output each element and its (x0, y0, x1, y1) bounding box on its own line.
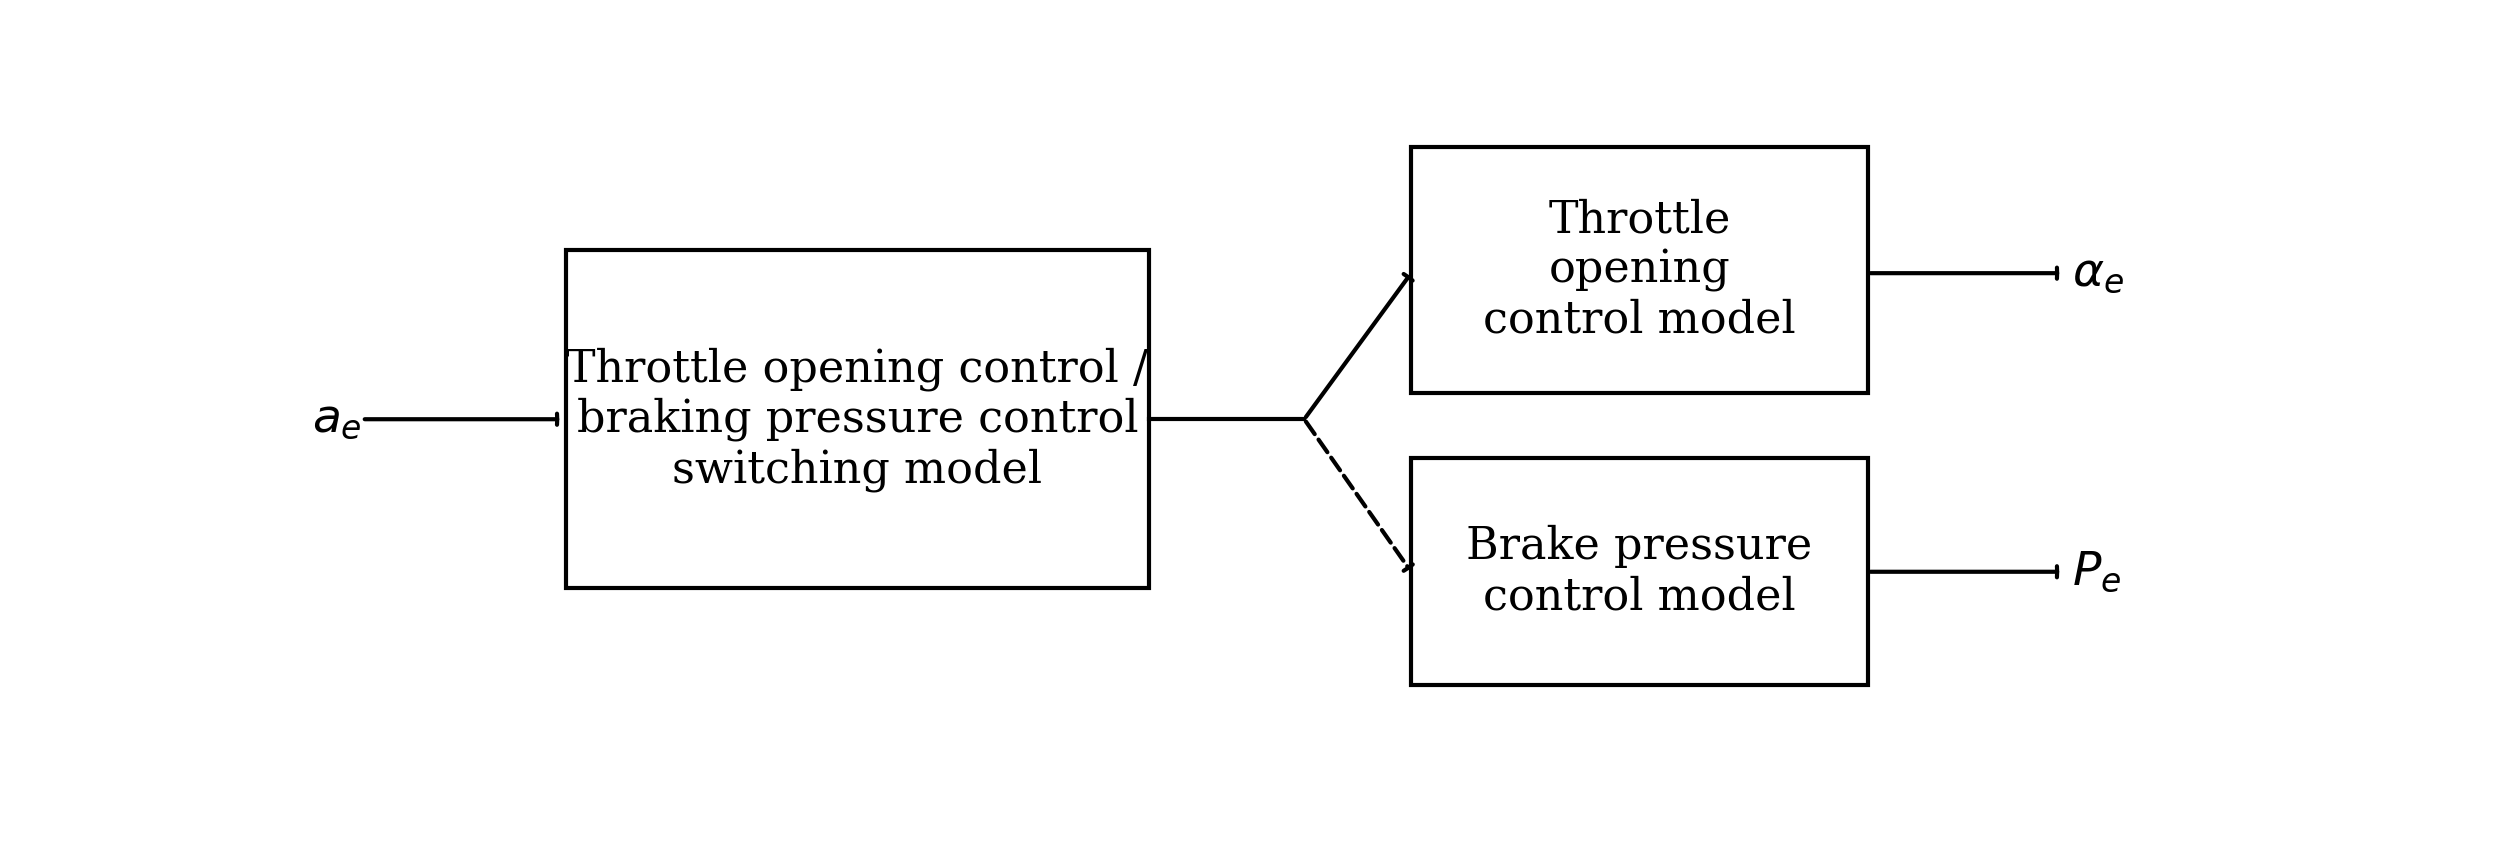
Bar (1411, 459, 1868, 685)
Text: $P_e$: $P_e$ (2071, 549, 2121, 594)
Text: Throttle
opening
control model: Throttle opening control model (1484, 198, 1795, 341)
Text: $a_e$: $a_e$ (311, 396, 361, 442)
Text: Throttle opening control /
braking pressure control
switching model: Throttle opening control / braking press… (567, 346, 1148, 491)
Bar (567, 250, 1148, 588)
Text: $\alpha_e$: $\alpha_e$ (2071, 250, 2123, 296)
Bar (1411, 147, 1868, 393)
Text: Brake pressure
control model: Brake pressure control model (1467, 525, 1813, 619)
